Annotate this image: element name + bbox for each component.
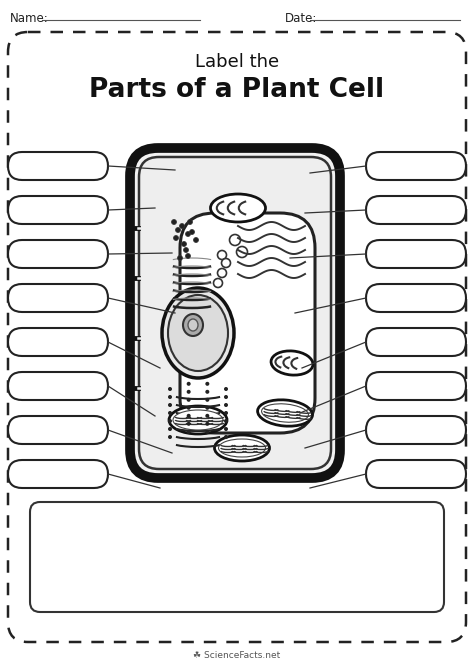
Ellipse shape [173,235,179,241]
Ellipse shape [168,403,172,407]
Ellipse shape [168,395,172,399]
Text: ☘ ScienceFacts.net: ☘ ScienceFacts.net [193,651,281,659]
Text: Cell membrane   Peroxisome   Rough endoplasmic reticulum: Cell membrane Peroxisome Rough endoplasm… [42,582,329,590]
Ellipse shape [187,429,191,433]
Ellipse shape [224,419,228,423]
FancyBboxPatch shape [366,284,466,312]
Ellipse shape [262,404,309,422]
Text: Date:: Date: [285,11,318,25]
Ellipse shape [218,251,227,259]
Text: Label the: Label the [195,53,279,71]
FancyBboxPatch shape [130,148,340,478]
FancyBboxPatch shape [366,196,466,224]
FancyBboxPatch shape [180,213,315,433]
FancyBboxPatch shape [8,328,108,356]
FancyBboxPatch shape [8,460,108,488]
Ellipse shape [162,288,234,378]
Ellipse shape [177,255,182,261]
Ellipse shape [187,414,191,418]
Ellipse shape [185,232,191,237]
Ellipse shape [180,224,184,228]
Ellipse shape [193,237,199,243]
Ellipse shape [213,279,222,287]
Ellipse shape [168,387,172,391]
Ellipse shape [172,220,176,224]
Ellipse shape [183,247,189,253]
Ellipse shape [221,259,230,267]
FancyBboxPatch shape [30,502,444,612]
FancyBboxPatch shape [366,416,466,444]
Ellipse shape [168,435,172,439]
Ellipse shape [175,228,181,232]
Ellipse shape [190,230,194,234]
Ellipse shape [182,241,186,247]
Ellipse shape [218,269,227,277]
Ellipse shape [168,295,228,371]
FancyBboxPatch shape [8,152,108,180]
FancyBboxPatch shape [139,157,331,469]
FancyBboxPatch shape [8,196,108,224]
Ellipse shape [205,398,210,402]
Ellipse shape [210,194,265,222]
Ellipse shape [205,414,210,418]
Ellipse shape [173,410,223,430]
Text: Name:: Name: [10,11,49,25]
Ellipse shape [205,406,210,410]
Ellipse shape [224,411,228,415]
Ellipse shape [168,427,172,431]
Ellipse shape [187,398,191,402]
Ellipse shape [257,400,312,426]
Ellipse shape [237,247,247,257]
FancyBboxPatch shape [8,240,108,268]
Text: Golgi apparatus   Mitochondrion   Ribosome   Nucleolus   Cell wall: Golgi apparatus Mitochondrion Ribosome N… [42,527,354,537]
Ellipse shape [168,419,172,423]
Ellipse shape [187,390,191,394]
FancyBboxPatch shape [8,372,108,400]
Ellipse shape [185,253,191,259]
FancyBboxPatch shape [8,284,108,312]
Text: Plasmodesmata   Golgi vesicles   Cytoplasm   Nucleus   Chloroplast: Plasmodesmata Golgi vesicles Cytoplasm N… [42,545,361,555]
Ellipse shape [188,220,192,224]
FancyBboxPatch shape [366,372,466,400]
Ellipse shape [215,435,270,461]
Ellipse shape [224,395,228,399]
FancyBboxPatch shape [366,152,466,180]
FancyBboxPatch shape [8,32,466,642]
Ellipse shape [187,422,191,426]
Ellipse shape [187,382,191,386]
Ellipse shape [229,234,240,245]
Ellipse shape [271,351,313,375]
Ellipse shape [187,406,191,410]
Ellipse shape [224,403,228,407]
Ellipse shape [205,429,210,433]
Text: Word Box: Word Box [205,509,269,523]
Ellipse shape [224,435,228,439]
Text: Parts of a Plant Cell: Parts of a Plant Cell [90,77,384,103]
Ellipse shape [188,319,198,331]
Ellipse shape [169,406,227,434]
Ellipse shape [205,382,210,386]
Ellipse shape [168,411,172,415]
FancyBboxPatch shape [366,240,466,268]
Ellipse shape [224,387,228,391]
Ellipse shape [205,390,210,394]
Ellipse shape [205,422,210,426]
Ellipse shape [219,439,265,457]
FancyBboxPatch shape [366,328,466,356]
Ellipse shape [224,427,228,431]
Ellipse shape [183,314,203,336]
FancyBboxPatch shape [8,416,108,444]
FancyBboxPatch shape [366,460,466,488]
Text: Central vacuole   Cytoskeleton   Smooth endoplasmic reticulum: Central vacuole Cytoskeleton Smooth endo… [42,563,345,572]
